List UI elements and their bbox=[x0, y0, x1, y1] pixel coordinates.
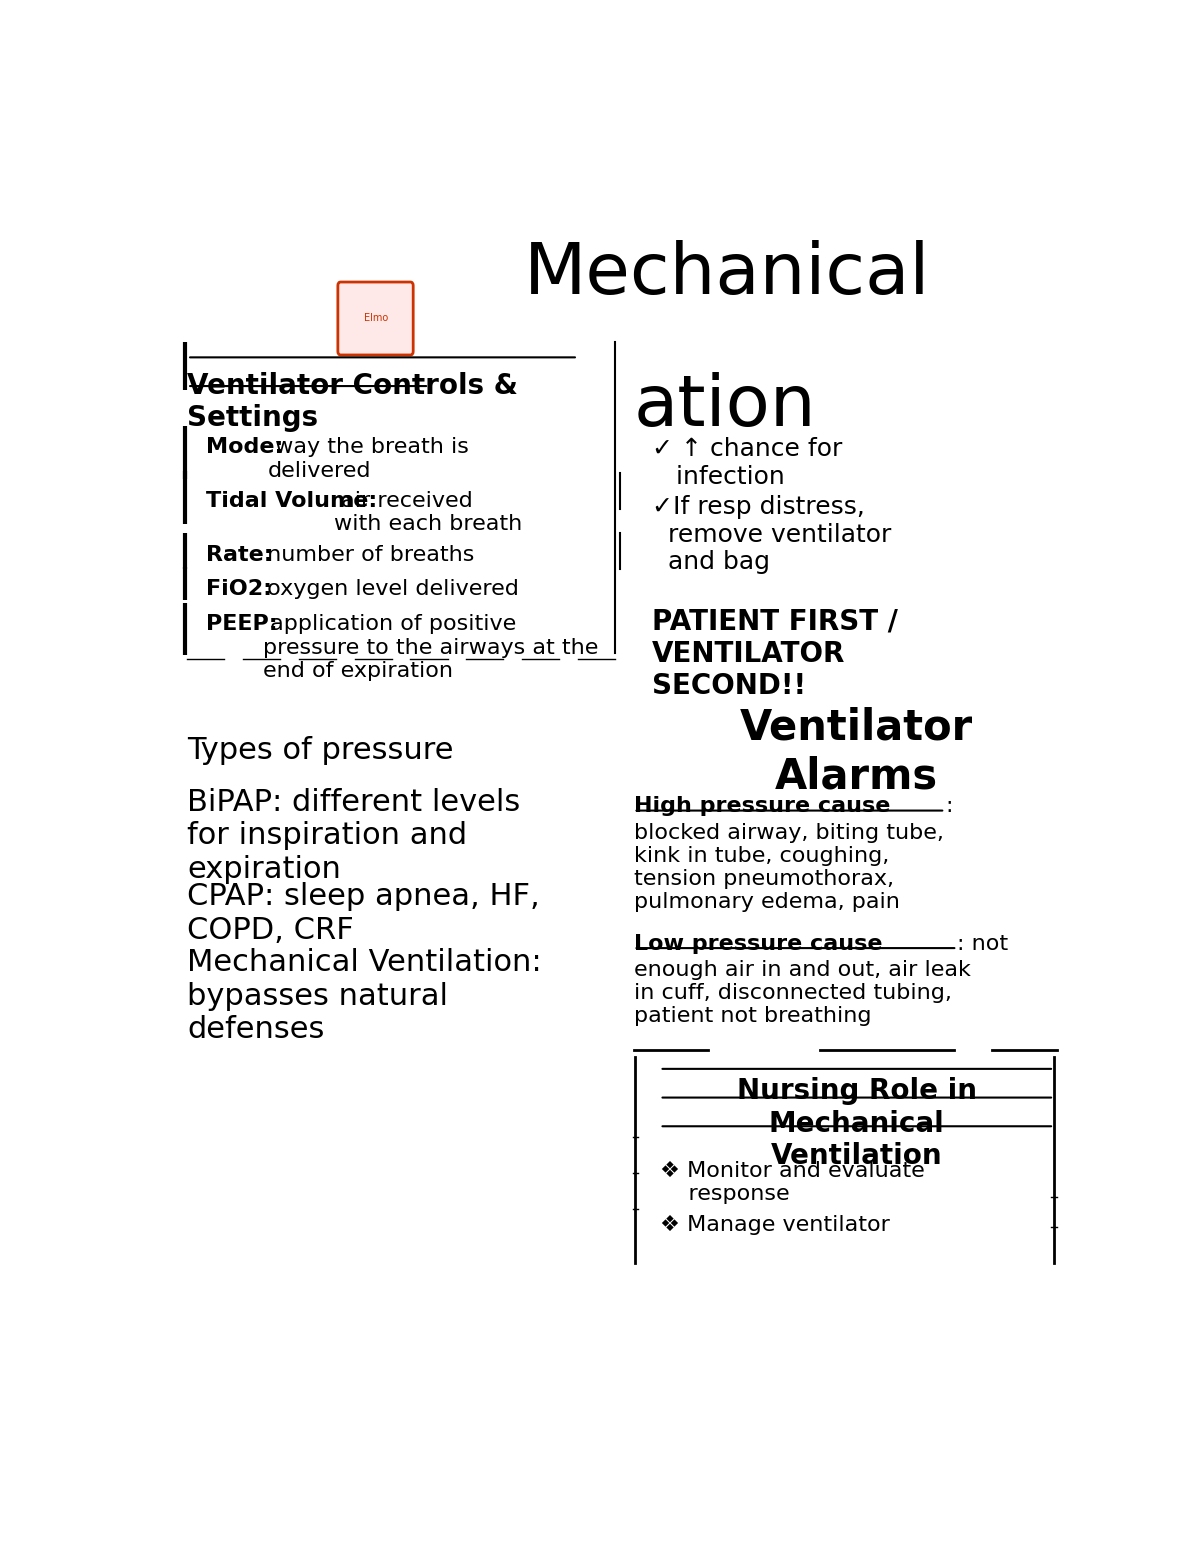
FancyBboxPatch shape bbox=[338, 283, 413, 356]
Text: :: : bbox=[946, 797, 953, 817]
Text: Tidal Volume:: Tidal Volume: bbox=[206, 491, 377, 511]
Text: Low pressure cause: Low pressure cause bbox=[634, 933, 882, 954]
Text: Types of pressure: Types of pressure bbox=[187, 736, 454, 766]
Text: Ventilator Controls &
Settings: Ventilator Controls & Settings bbox=[187, 371, 518, 432]
Text: Mode:: Mode: bbox=[206, 438, 283, 458]
Text: oxygen level delivered: oxygen level delivered bbox=[259, 579, 518, 598]
Text: ✓ ↑ chance for
   infection: ✓ ↑ chance for infection bbox=[653, 438, 842, 489]
Text: BiPAP: different levels
for inspiration and
expiration: BiPAP: different levels for inspiration … bbox=[187, 787, 521, 884]
Text: ❖ Manage ventilator: ❖ Manage ventilator bbox=[660, 1214, 889, 1235]
Text: CPAP: sleep apnea, HF,
COPD, CRF: CPAP: sleep apnea, HF, COPD, CRF bbox=[187, 882, 540, 944]
Text: number of breaths: number of breaths bbox=[259, 545, 474, 565]
Text: PEEP:: PEEP: bbox=[206, 615, 277, 635]
Text: High pressure cause: High pressure cause bbox=[634, 797, 890, 817]
Text: ation: ation bbox=[634, 371, 816, 441]
Text: Ventilator
Alarms: Ventilator Alarms bbox=[740, 707, 973, 797]
Text: Nursing Role in
Mechanical
Ventilation: Nursing Role in Mechanical Ventilation bbox=[737, 1078, 977, 1169]
Text: Mechanical Ventilation:
bypasses natural
defenses: Mechanical Ventilation: bypasses natural… bbox=[187, 947, 542, 1044]
Text: blocked airway, biting tube,
kink in tube, coughing,
tension pneumothorax,
pulmo: blocked airway, biting tube, kink in tub… bbox=[634, 823, 943, 912]
Text: ✓If resp distress,
  remove ventilator
  and bag: ✓If resp distress, remove ventilator and… bbox=[653, 495, 892, 575]
Text: air received
with each breath: air received with each breath bbox=[334, 491, 522, 534]
Text: ❖ Monitor and evaluate
    response: ❖ Monitor and evaluate response bbox=[660, 1162, 924, 1204]
Text: way the breath is
delivered: way the breath is delivered bbox=[268, 438, 469, 481]
Text: : not: : not bbox=[958, 933, 1008, 954]
Text: enough air in and out, air leak
in cuff, disconnected tubing,
patient not breath: enough air in and out, air leak in cuff,… bbox=[634, 960, 971, 1027]
Text: Elmo: Elmo bbox=[364, 312, 388, 323]
Text: Mechanical: Mechanical bbox=[523, 241, 930, 309]
Text: Rate:: Rate: bbox=[206, 545, 272, 565]
Text: FiO2:: FiO2: bbox=[206, 579, 272, 598]
Text: application of positive
pressure to the airways at the
end of expiration: application of positive pressure to the … bbox=[264, 615, 599, 680]
Text: PATIENT FIRST /
VENTILATOR
SECOND!!: PATIENT FIRST / VENTILATOR SECOND!! bbox=[653, 607, 898, 700]
